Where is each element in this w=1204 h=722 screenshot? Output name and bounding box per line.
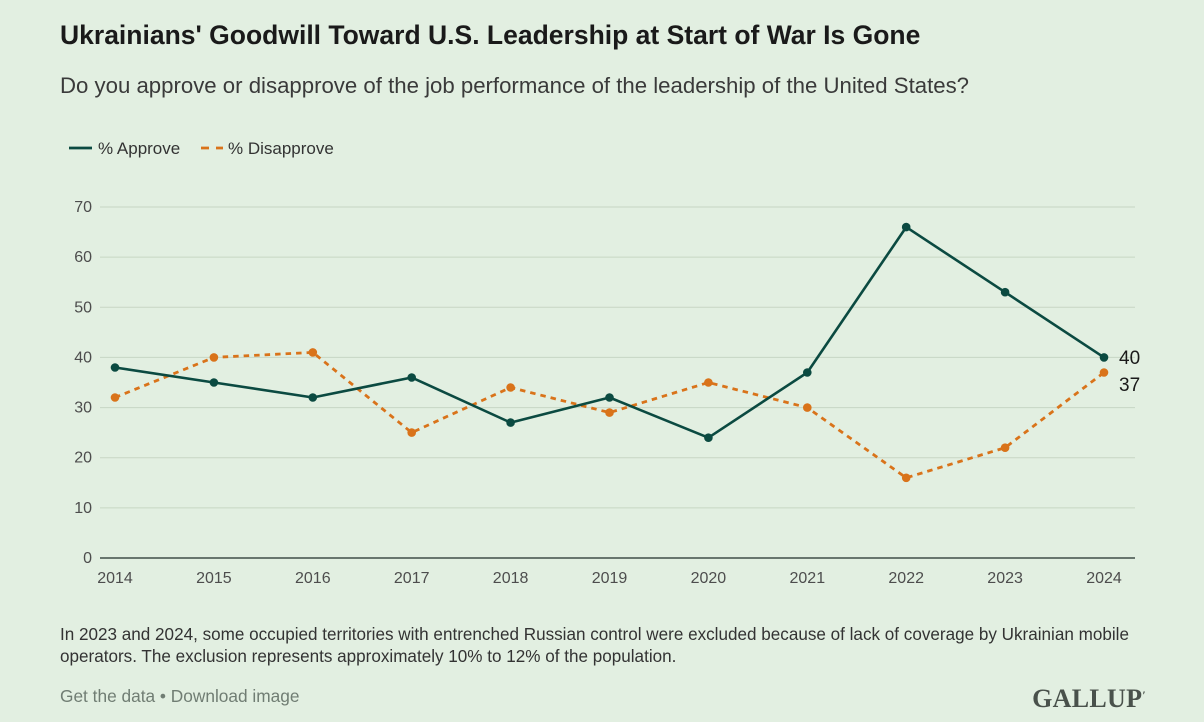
svg-text:0: 0 [83, 550, 92, 567]
svg-text:60: 60 [74, 249, 92, 266]
svg-text:2021: 2021 [790, 570, 826, 587]
svg-text:2014: 2014 [97, 570, 133, 587]
svg-text:2015: 2015 [196, 570, 232, 587]
svg-text:2017: 2017 [394, 570, 430, 587]
svg-text:40: 40 [1119, 348, 1140, 369]
svg-text:2022: 2022 [888, 570, 924, 587]
svg-text:% Approve: % Approve [98, 139, 180, 158]
svg-text:2020: 2020 [691, 570, 727, 587]
svg-text:2016: 2016 [295, 570, 331, 587]
svg-text:50: 50 [74, 299, 92, 316]
svg-text:% Disapprove: % Disapprove [228, 139, 334, 158]
svg-text:2019: 2019 [592, 570, 628, 587]
svg-text:20: 20 [74, 450, 92, 467]
svg-text:2018: 2018 [493, 570, 529, 587]
svg-text:70: 70 [74, 199, 92, 216]
svg-text:10: 10 [74, 500, 92, 517]
svg-text:30: 30 [74, 400, 92, 417]
svg-text:2023: 2023 [987, 570, 1023, 587]
svg-text:40: 40 [74, 349, 92, 366]
svg-text:37: 37 [1119, 375, 1140, 396]
svg-text:2024: 2024 [1086, 570, 1122, 587]
